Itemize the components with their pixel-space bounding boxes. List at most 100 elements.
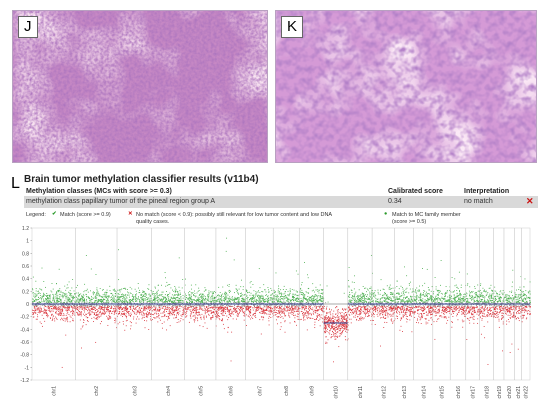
probe-point — [84, 300, 85, 302]
probe-point — [267, 299, 269, 301]
probe-point — [268, 306, 270, 308]
probe-point — [67, 307, 69, 309]
probe-point — [255, 301, 257, 303]
probe-point — [228, 300, 230, 302]
probe-point — [307, 313, 309, 314]
probe-point — [143, 295, 145, 297]
probe-point — [44, 300, 46, 302]
panel-label-j: J — [18, 16, 38, 38]
probe-point — [150, 304, 152, 306]
probe-point — [316, 306, 317, 308]
probe-point — [249, 282, 251, 284]
probe-point — [297, 319, 299, 320]
probe-point — [301, 306, 303, 308]
probe-point — [154, 296, 156, 298]
probe-point — [261, 298, 263, 299]
probe-point — [243, 300, 245, 302]
probe-point — [52, 315, 54, 317]
probe-point — [149, 296, 151, 298]
probe-point — [76, 311, 78, 313]
probe-point — [122, 287, 124, 289]
probe-point — [236, 306, 238, 308]
probe-point — [290, 299, 292, 301]
probe-point — [102, 301, 104, 303]
probe-point — [194, 295, 196, 297]
probe-point — [48, 307, 50, 309]
probe-point — [332, 313, 334, 315]
probe-point — [328, 326, 330, 328]
probe-point — [273, 292, 275, 294]
probe-point — [32, 276, 34, 278]
probe-point — [115, 302, 117, 304]
probe-point — [118, 302, 120, 304]
probe-point — [67, 309, 69, 311]
probe-point — [184, 316, 186, 318]
probe-point — [39, 288, 41, 290]
probe-point — [132, 301, 134, 303]
probe-point — [36, 299, 38, 301]
probe-point — [270, 299, 272, 301]
probe-point — [284, 314, 286, 316]
probe-point — [176, 310, 178, 312]
probe-point — [191, 311, 193, 313]
probe-point — [195, 306, 197, 308]
probe-point — [98, 299, 99, 301]
probe-point — [202, 304, 204, 306]
probe-point — [97, 317, 99, 319]
probe-point — [182, 295, 184, 297]
probe-point — [173, 297, 175, 299]
probe-point — [118, 313, 120, 315]
probe-point — [243, 298, 245, 300]
probe-point — [90, 295, 92, 297]
probe-point — [268, 297, 270, 299]
probe-point — [85, 313, 87, 315]
probe-point — [314, 327, 316, 329]
probe-point — [317, 310, 319, 312]
probe-point — [228, 311, 230, 313]
probe-point — [136, 302, 138, 304]
probe-point — [55, 309, 57, 310]
probe-point — [107, 295, 109, 297]
probe-point — [210, 319, 212, 321]
probe-point — [285, 289, 287, 290]
probe-point — [275, 319, 277, 321]
probe-point — [131, 305, 133, 307]
probe-point — [311, 299, 313, 300]
probe-point — [228, 309, 230, 311]
probe-point — [308, 308, 310, 310]
probe-point — [174, 289, 176, 291]
probe-point — [280, 301, 282, 303]
probe-point — [242, 304, 244, 306]
probe-point — [203, 305, 205, 307]
probe-point — [91, 297, 93, 299]
probe-point — [218, 301, 220, 303]
probe-point — [122, 307, 124, 309]
probe-point — [80, 300, 82, 302]
probe-point — [369, 309, 371, 311]
probe-point — [259, 297, 261, 298]
probe-point — [369, 311, 371, 313]
probe-point — [367, 302, 369, 304]
probe-point — [169, 311, 171, 313]
probe-point — [142, 298, 144, 300]
probe-point — [257, 310, 259, 311]
probe-point — [48, 297, 50, 299]
probe-point — [286, 310, 288, 312]
probe-point — [155, 310, 157, 312]
probe-point — [33, 294, 35, 296]
probe-point — [360, 312, 362, 314]
probe-point — [329, 316, 331, 318]
probe-point — [138, 312, 140, 313]
probe-point — [194, 292, 196, 294]
probe-point — [127, 309, 129, 311]
probe-point — [325, 327, 327, 328]
probe-point — [266, 306, 268, 308]
probe-point — [109, 310, 111, 311]
probe-point — [85, 324, 87, 326]
probe-point — [35, 299, 37, 301]
probe-point — [78, 295, 80, 297]
probe-point — [144, 309, 146, 311]
probe-point — [252, 294, 254, 296]
probe-point — [101, 321, 102, 322]
probe-point — [304, 312, 306, 314]
